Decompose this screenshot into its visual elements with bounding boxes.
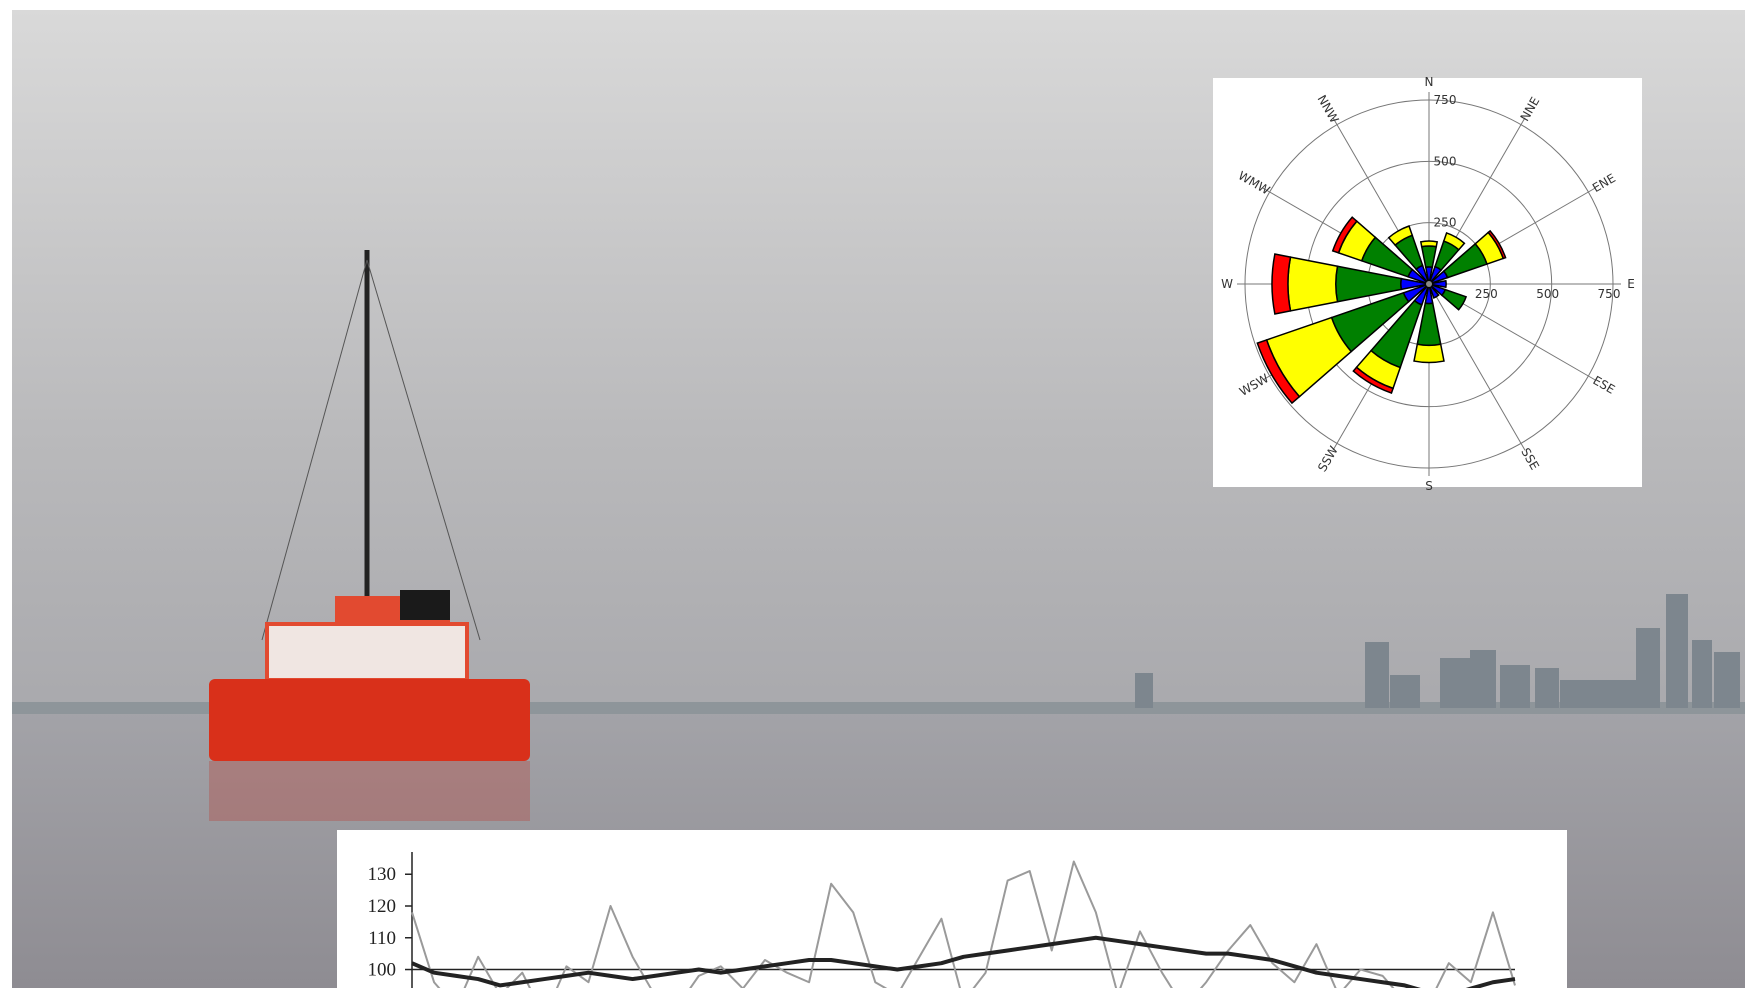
- y-tick-label: 130: [368, 864, 397, 885]
- y-tick-label: 120: [368, 896, 397, 917]
- direction-label: W: [1221, 277, 1233, 291]
- line-chart-panel: 90100110120130: [337, 830, 1567, 988]
- skyline: [1135, 594, 1740, 708]
- series-line: [411, 860, 1516, 988]
- series-line: [411, 935, 1516, 988]
- wind-rose-panel: 250250500500750750NNNEENEEESESSESSSWWSWW…: [1213, 75, 1642, 493]
- rose-segment: [1387, 225, 1414, 247]
- radial-tick-label: 500: [1536, 287, 1559, 301]
- rose-segment: [1487, 229, 1507, 260]
- direction-label: E: [1627, 277, 1635, 291]
- radial-tick-label: 750: [1598, 287, 1621, 301]
- radial-tick-label: 750: [1434, 93, 1457, 107]
- rose-center: [1426, 281, 1432, 287]
- rose-segment: [1331, 216, 1358, 254]
- direction-label: S: [1425, 479, 1433, 493]
- rose-segment: [1419, 240, 1439, 248]
- direction-spoke: [1428, 283, 1526, 451]
- line-chart-background: [337, 830, 1567, 988]
- rose-segment: [1271, 253, 1292, 315]
- rose-segment: [1442, 232, 1466, 251]
- rose-segment: [1440, 288, 1468, 311]
- rose-segment: [1287, 256, 1339, 312]
- rose-segment: [1428, 283, 1440, 299]
- y-tick-label: 110: [368, 928, 396, 949]
- radial-tick-label: 250: [1475, 287, 1498, 301]
- radial-tick-label: 250: [1434, 216, 1457, 230]
- rose-segment: [1428, 279, 1447, 289]
- rose-segment: [1256, 338, 1301, 405]
- y-tick-label: 100: [368, 960, 397, 981]
- rose-segment: [1352, 366, 1395, 394]
- direction-label: N: [1425, 75, 1434, 89]
- radial-tick-label: 500: [1434, 154, 1457, 168]
- ship: [209, 250, 530, 821]
- rose-segment: [1413, 343, 1445, 364]
